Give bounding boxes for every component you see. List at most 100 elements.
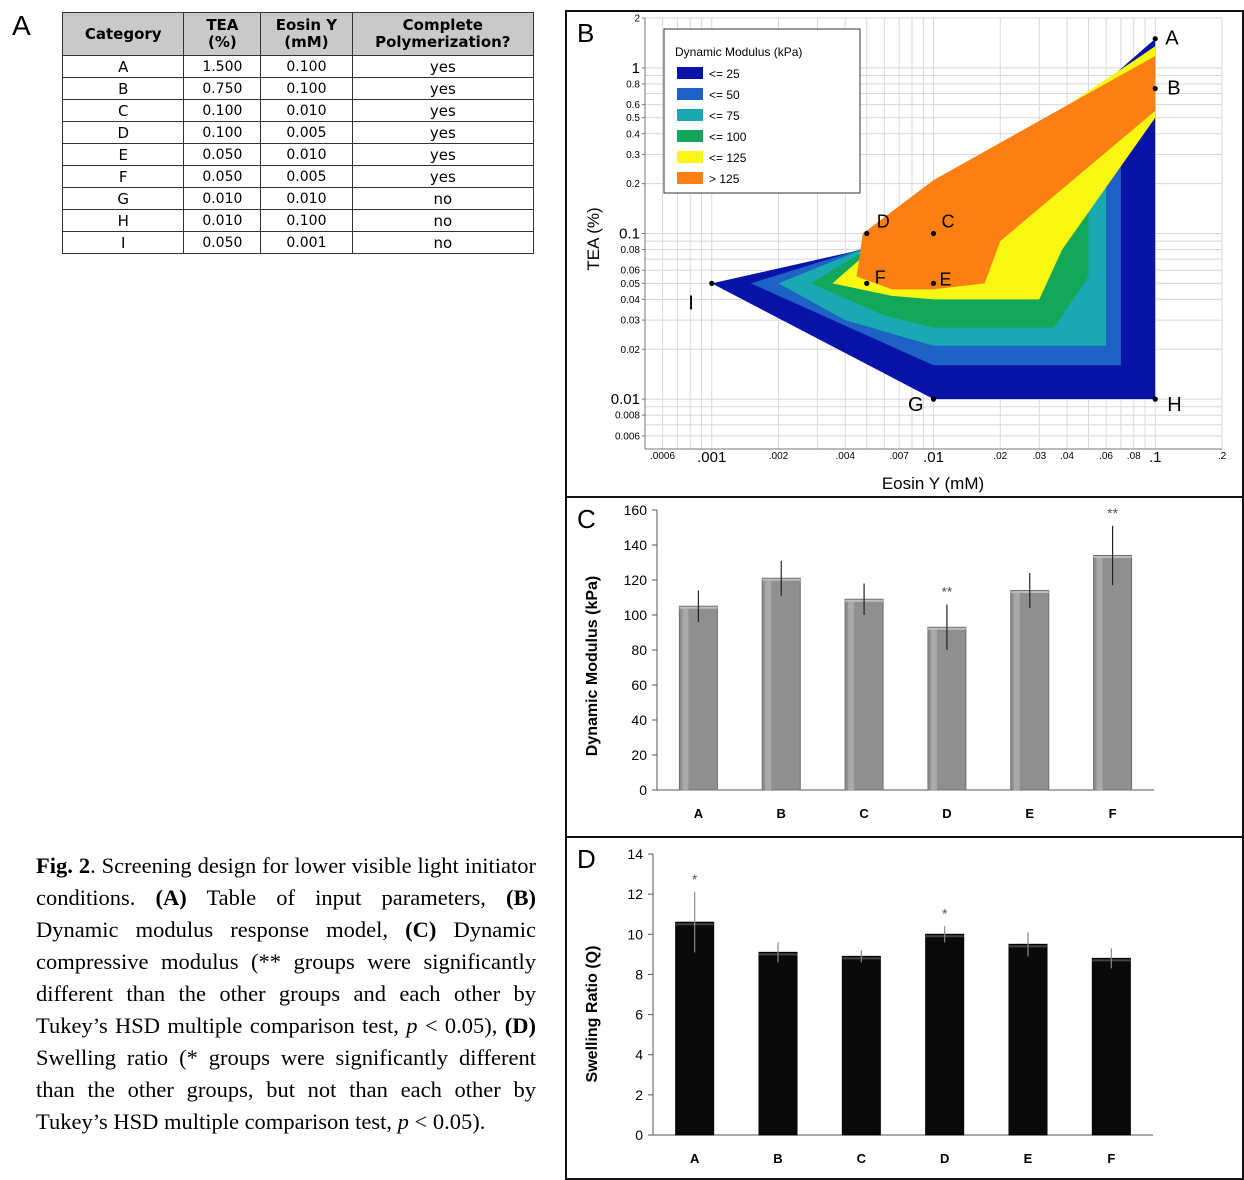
- swelling-bar: [841, 955, 881, 1136]
- swelling-y-tick-label: 10: [627, 926, 643, 942]
- legend-label: <= 100: [709, 130, 747, 144]
- table-cell: 0.100: [260, 209, 353, 232]
- contour-x-tick-label: .01: [923, 449, 944, 466]
- contour-x-tick-label: .02: [993, 451, 1007, 462]
- caption-c-end: < 0.05),: [417, 1013, 505, 1038]
- table-cell: 0.010: [260, 99, 353, 122]
- swelling-bar: [925, 933, 965, 1136]
- modulus-y-tick-label: 60: [631, 677, 647, 693]
- table-cell: 0.010: [183, 209, 262, 232]
- column-header-text: (%): [207, 33, 237, 51]
- design-point-label: I: [688, 292, 694, 314]
- modulus-y-tick-label: 40: [631, 712, 647, 728]
- table-cell: F: [61, 165, 185, 188]
- legend-swatch: [677, 67, 703, 79]
- modulus-category-label: C: [859, 806, 869, 821]
- table-cell: 0.050: [183, 143, 262, 166]
- modulus-bar-highlight: [682, 607, 689, 790]
- design-point-i: [709, 280, 715, 286]
- table-cell: no: [351, 209, 535, 232]
- table-cell: I: [61, 231, 185, 254]
- swelling-y-tick-label: 6: [635, 1007, 643, 1023]
- table-cell: A: [61, 55, 185, 78]
- legend-label: <= 125: [709, 151, 747, 165]
- caption-d-tag: (D): [504, 1013, 537, 1038]
- table-cell: no: [351, 231, 535, 254]
- column-header: Complete Polymerization?: [351, 12, 535, 56]
- contour-x-tick-label: .03: [1032, 451, 1046, 462]
- table-cell: 0.100: [260, 55, 353, 78]
- column-header-text: Category: [84, 24, 162, 43]
- figure-caption: Fig. 2. Screening design for lower visib…: [36, 850, 536, 1138]
- legend-swatch: [677, 109, 703, 121]
- contour-legend-title: Dynamic Modulus (kPa): [675, 45, 802, 59]
- swelling-y-tick-label: 8: [635, 966, 643, 982]
- modulus-category-label: B: [777, 806, 786, 821]
- caption-a-text: Table of input parameters,: [186, 885, 506, 910]
- caption-intro: . Screening design for lower visible lig…: [36, 853, 536, 910]
- contour-x-tick-label: .0006: [650, 451, 675, 462]
- contour-x-tick-label: .004: [836, 451, 856, 462]
- modulus-y-tick-label: 0: [639, 782, 647, 798]
- legend-swatch: [677, 130, 703, 142]
- modulus-bar-highlight: [848, 600, 855, 790]
- swelling-bar: [758, 951, 798, 1136]
- column-header-text: (mM): [284, 33, 329, 51]
- contour-x-tick-label: .002: [769, 451, 789, 462]
- contour-y-tick-label: 0.6: [626, 100, 640, 111]
- design-point-label: C: [942, 212, 955, 232]
- contour-chart: B .0006 .001 .002 .004 .007 .01 .02 .03 .04 .06 .0…: [577, 14, 1227, 494]
- contour-y-tick-label: 0.8: [626, 79, 640, 90]
- table-row: E 0.050 0.010 yes: [61, 143, 535, 166]
- contour-x-tick-label: .1: [1149, 449, 1162, 466]
- table-row: H 0.010 0.100 no: [61, 209, 535, 232]
- contour-x-axis-label: Eosin Y (mM): [882, 474, 984, 493]
- table-cell: 0.005: [260, 165, 353, 188]
- panel-b-label: B: [577, 18, 594, 48]
- design-point-label: H: [1167, 394, 1181, 416]
- swelling-bar: [1008, 943, 1048, 1136]
- contour-x-tick-label: .2: [1218, 451, 1227, 462]
- table-cell: D: [61, 121, 185, 144]
- contour-y-tick-label: 0.01: [611, 391, 640, 408]
- panel-a-label: A: [12, 10, 31, 41]
- contour-x-tick-label: .007: [889, 451, 909, 462]
- modulus-y-tick-label: 100: [624, 607, 648, 623]
- swelling-y-tick-label: 12: [627, 886, 643, 902]
- contour-y-tick-label: 0.03: [621, 316, 641, 327]
- swelling-y-tick-label: 14: [627, 846, 643, 862]
- modulus-y-tick-label: 20: [631, 747, 647, 763]
- caption-c-tag: (C): [405, 917, 437, 942]
- design-point-a: [1152, 36, 1158, 42]
- legend-swatch: [677, 151, 703, 163]
- caption-p-symbol-1: p: [406, 1013, 418, 1038]
- caption-fig-label: Fig. 2: [36, 853, 91, 878]
- contour-y-tick-label: 0.1: [619, 226, 640, 243]
- table-cell: B: [61, 77, 185, 100]
- modulus-y-axis-label: Dynamic Modulus (kPa): [584, 576, 601, 756]
- column-header: Eosin Y (mM): [260, 12, 353, 56]
- legend-swatch: [677, 88, 703, 100]
- table-cell: 0.010: [260, 187, 353, 210]
- swelling-category-label: D: [940, 1151, 949, 1166]
- modulus-bar-highlight: [1013, 591, 1020, 790]
- contour-y-tick-label: 0.4: [626, 129, 640, 140]
- contour-region-6: [856, 56, 1156, 290]
- table-cell: E: [61, 143, 185, 166]
- table-cell: yes: [351, 55, 535, 78]
- caption-b-tag: (B): [506, 885, 536, 910]
- legend-label: <= 75: [709, 109, 740, 123]
- design-point-b: [1152, 85, 1158, 92]
- contour-y-tick-label: 1: [632, 60, 640, 77]
- table-cell: 0.100: [183, 99, 262, 122]
- swelling-ratio-chart: D Swelling Ratio (Q) 0 2 4 6 8 10 12 14 * A B C * D E F: [577, 844, 1153, 1166]
- swelling-plot: 0 2 4 6 8 10 12 14 * A B C * D E F: [627, 846, 1153, 1166]
- swelling-category-label: C: [857, 1151, 867, 1166]
- modulus-bar-highlight: [765, 579, 772, 790]
- design-point-c: [930, 230, 937, 237]
- column-header-text: Polymerization?: [375, 33, 511, 51]
- column-header: TEA (%): [183, 12, 262, 56]
- table-cell: C: [61, 99, 185, 122]
- design-point-label: A: [1165, 28, 1179, 50]
- caption-d-text: Swelling ratio (* groups were significan…: [36, 1045, 536, 1134]
